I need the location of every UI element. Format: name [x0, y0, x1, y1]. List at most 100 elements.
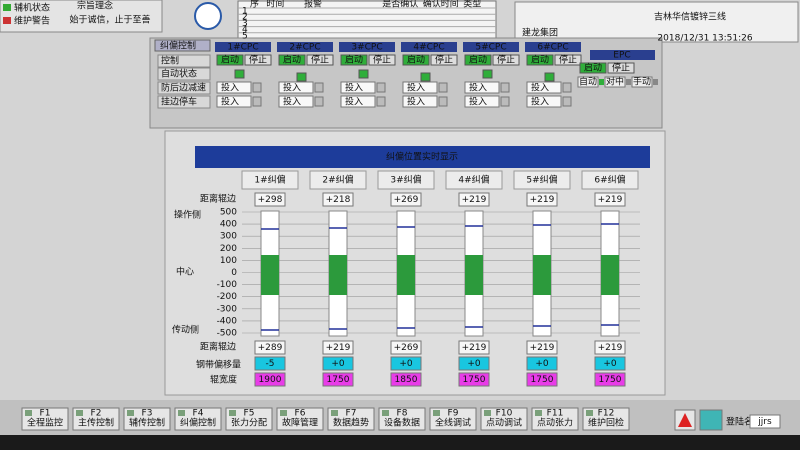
enable-label: 投入: [345, 82, 363, 94]
value-box: [594, 192, 626, 207]
key-icon: [484, 410, 491, 416]
function-key[interactable]: [225, 407, 273, 431]
enable-box[interactable]: [278, 95, 314, 108]
unit-header-label: 4#CPC: [413, 43, 444, 53]
function-key-label: 点动调试: [486, 417, 522, 429]
tool-button[interactable]: [699, 409, 723, 431]
stop-button[interactable]: [244, 54, 272, 66]
stop-button[interactable]: [607, 62, 635, 74]
unit-header: [445, 170, 503, 190]
enable-box[interactable]: [402, 95, 438, 108]
alarm-row: 1: [242, 7, 248, 17]
login-label: 登陆名: [726, 416, 753, 428]
start-button[interactable]: [464, 54, 492, 66]
value-text: +218: [326, 195, 351, 205]
start-button[interactable]: [526, 54, 554, 66]
value-box: [594, 356, 626, 371]
enable-label: 投入: [283, 82, 301, 94]
start-label: 启动: [531, 54, 549, 66]
key-icon: [433, 410, 440, 416]
enable-box[interactable]: [402, 81, 438, 94]
value-text: 1750: [599, 375, 622, 385]
enable-box[interactable]: [278, 81, 314, 94]
function-key-code: F6: [295, 409, 306, 419]
start-button[interactable]: [216, 54, 244, 66]
enable-toggle[interactable]: [562, 96, 572, 107]
epc-mode-button[interactable]: [577, 76, 599, 88]
start-button[interactable]: [402, 54, 430, 66]
function-key[interactable]: [72, 407, 120, 431]
y-tick-label: 400: [220, 220, 237, 230]
enable-toggle[interactable]: [252, 82, 262, 93]
unit-header: [339, 42, 395, 52]
enable-box[interactable]: [216, 81, 252, 94]
enable-toggle[interactable]: [314, 82, 324, 93]
epc-mode-button[interactable]: [631, 76, 653, 88]
epc-mode-label: 自动: [579, 76, 597, 88]
enable-box[interactable]: [464, 95, 500, 108]
alarm-column: 是否确认: [382, 0, 418, 10]
epc-mode-label: 对中: [606, 76, 624, 88]
function-key[interactable]: [429, 407, 477, 431]
key-icon: [535, 410, 542, 416]
y-tick-label: -300: [217, 304, 238, 314]
value-text: +289: [258, 343, 283, 353]
function-key[interactable]: [480, 407, 528, 431]
epc-header: [590, 50, 655, 60]
enable-box[interactable]: [526, 95, 562, 108]
enable-toggle[interactable]: [562, 82, 572, 93]
login-box[interactable]: [749, 414, 781, 429]
function-key[interactable]: [582, 407, 630, 431]
unit-header: [581, 170, 639, 190]
enable-box[interactable]: [464, 81, 500, 94]
stop-button[interactable]: [306, 54, 334, 66]
y-tick-label: -100: [217, 280, 238, 290]
enable-box[interactable]: [526, 81, 562, 94]
epc-mode-button[interactable]: [604, 76, 626, 88]
function-key[interactable]: [123, 407, 171, 431]
stop-button[interactable]: [492, 54, 520, 66]
enable-toggle[interactable]: [500, 96, 510, 107]
enable-toggle[interactable]: [376, 82, 386, 93]
unit-header-label: 4#纠偏: [458, 174, 489, 186]
key-icon: [331, 410, 338, 416]
function-key[interactable]: [21, 407, 69, 431]
function-key-code: F3: [142, 409, 153, 419]
row-label: 挂边停车: [161, 96, 197, 108]
enable-box[interactable]: [340, 95, 376, 108]
enable-toggle[interactable]: [500, 82, 510, 93]
function-key[interactable]: [276, 407, 324, 431]
epc-mode-lamp: [599, 79, 604, 85]
enable-toggle[interactable]: [438, 96, 448, 107]
enable-toggle[interactable]: [314, 96, 324, 107]
start-button[interactable]: [579, 62, 607, 74]
start-button[interactable]: [340, 54, 368, 66]
unit-header: [525, 42, 581, 52]
value-box: [458, 340, 490, 355]
key-icon: [382, 410, 389, 416]
enable-toggle[interactable]: [438, 82, 448, 93]
start-label: 启动: [469, 54, 487, 66]
start-button[interactable]: [278, 54, 306, 66]
enable-toggle[interactable]: [376, 96, 386, 107]
function-key[interactable]: [327, 407, 375, 431]
function-key-code: F5: [244, 409, 255, 419]
unit-header-label: 6#CPC: [537, 43, 568, 53]
stop-button[interactable]: [368, 54, 396, 66]
datetime: 2018/12/31 13:51:26: [657, 34, 752, 44]
enable-box[interactable]: [340, 81, 376, 94]
enable-label: 投入: [531, 82, 549, 94]
value-text: +0: [535, 359, 549, 369]
enable-toggle[interactable]: [252, 96, 262, 107]
enable-box[interactable]: [216, 95, 252, 108]
stop-button[interactable]: [554, 54, 582, 66]
function-key[interactable]: [174, 407, 222, 431]
control-title: 纠偏控制: [160, 40, 196, 52]
row-label-bg: [157, 81, 211, 95]
function-key[interactable]: [531, 407, 579, 431]
value-text: +219: [462, 343, 487, 353]
stop-button[interactable]: [430, 54, 458, 66]
function-key[interactable]: [378, 407, 426, 431]
epc-label: EPC: [613, 51, 630, 61]
